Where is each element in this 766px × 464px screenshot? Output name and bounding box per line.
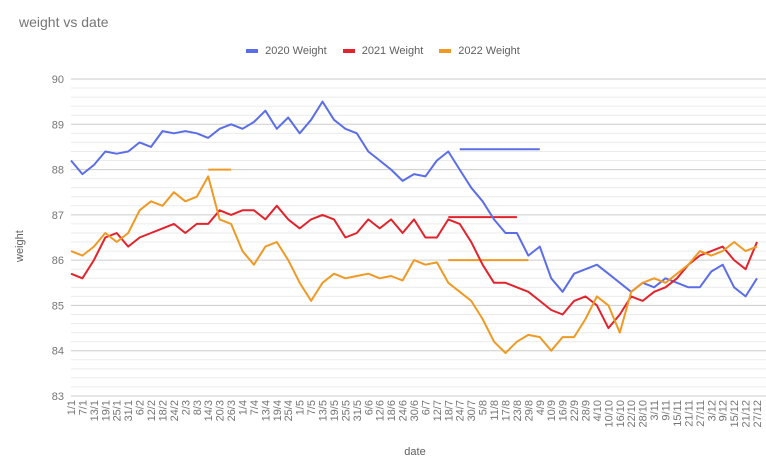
x-tick-label: 28/9 bbox=[581, 400, 593, 421]
y-tick-label: 84 bbox=[52, 346, 64, 358]
x-tick-label: 5/8 bbox=[478, 400, 490, 415]
y-tick-label: 85 bbox=[52, 300, 64, 312]
legend-label-2020: 2020 Weight bbox=[265, 45, 327, 57]
x-tick-label: 14/3 bbox=[203, 400, 215, 421]
legend-label-2022: 2022 Weight bbox=[458, 45, 520, 57]
legend-swatch-2020 bbox=[246, 49, 259, 53]
y-axis-title: weight bbox=[14, 230, 26, 262]
x-tick-label: 19/1 bbox=[100, 400, 112, 421]
x-tick-label: 19/5 bbox=[329, 400, 341, 421]
x-tick-label: 30/6 bbox=[409, 400, 421, 421]
x-tick-label: 18/2 bbox=[157, 400, 169, 421]
x-tick-label: 25/5 bbox=[340, 400, 352, 421]
x-tick-label: 23/8 bbox=[512, 400, 524, 421]
x-tick-label: 4/10 bbox=[592, 400, 604, 421]
x-tick-label: 31/5 bbox=[352, 400, 364, 421]
x-tick-label: 11/8 bbox=[489, 400, 501, 421]
x-tick-label: 24/7 bbox=[455, 400, 467, 421]
series-line-2022[interactable] bbox=[70, 175, 758, 354]
x-tick-label: 17/8 bbox=[500, 400, 512, 421]
x-tick-label: 30/7 bbox=[466, 400, 478, 421]
x-tick-label: 1/4 bbox=[238, 400, 250, 415]
legend-label-2021: 2021 Weight bbox=[361, 45, 424, 57]
x-tick-label: 10/10 bbox=[603, 400, 615, 428]
x-tick-label: 20/3 bbox=[215, 400, 227, 421]
x-tick-label: 6/7 bbox=[420, 400, 432, 415]
x-tick-label: 26/3 bbox=[226, 400, 238, 421]
legend-item-2020[interactable]: 2020 Weight bbox=[246, 45, 327, 57]
x-tick-label: 1/1 bbox=[66, 400, 78, 415]
x-tick-label: 2/3 bbox=[180, 400, 192, 415]
series-line-2021[interactable] bbox=[70, 204, 758, 330]
x-tick-label: 24/6 bbox=[398, 400, 410, 421]
x-tick-label: 27/11 bbox=[695, 400, 707, 427]
x-axis-title: date bbox=[404, 446, 426, 458]
x-tick-label: 7/4 bbox=[249, 400, 261, 415]
x-tick-label: 15/12 bbox=[729, 400, 741, 428]
x-tick-label: 7/1 bbox=[77, 400, 89, 415]
y-tick-label: 90 bbox=[52, 74, 64, 86]
x-tick-label: 31/1 bbox=[123, 400, 135, 421]
x-tick-label: 19/4 bbox=[272, 400, 284, 421]
x-tick-label: 22/9 bbox=[569, 400, 581, 421]
y-tick-label: 83 bbox=[52, 391, 64, 403]
chart-title: weight vs date bbox=[19, 14, 109, 30]
x-tick-label: 3/12 bbox=[706, 400, 718, 421]
x-tick-label: 16/9 bbox=[558, 400, 570, 421]
y-tick-label: 87 bbox=[52, 210, 64, 222]
x-tick-label: 7/5 bbox=[306, 400, 318, 415]
x-tick-label: 21/11 bbox=[683, 400, 695, 427]
x-tick-label: 13/1 bbox=[89, 400, 101, 421]
x-tick-label: 9/11 bbox=[661, 400, 673, 421]
x-tick-label: 25/1 bbox=[112, 400, 124, 421]
x-tick-label: 12/6 bbox=[375, 400, 387, 421]
legend-swatch-2021 bbox=[342, 49, 355, 53]
x-tick-label: 18/7 bbox=[443, 400, 455, 421]
legend-item-2022[interactable]: 2022 Weight bbox=[439, 45, 520, 57]
legend-swatch-2022 bbox=[439, 49, 452, 53]
x-tick-label: 3/11 bbox=[649, 400, 661, 421]
x-tick-label: 24/2 bbox=[169, 400, 181, 421]
x-tick-label: 8/3 bbox=[192, 400, 204, 415]
x-tick-label: 12/7 bbox=[432, 400, 444, 421]
x-tick-label: 13/4 bbox=[260, 400, 272, 421]
series-line-2020[interactable] bbox=[70, 100, 758, 298]
x-tick-label: 1/5 bbox=[295, 400, 307, 415]
x-tick-label: 21/12 bbox=[741, 400, 753, 428]
legend: 2020 Weight 2021 Weight 2022 Weight bbox=[0, 45, 766, 57]
x-tick-label: 29/8 bbox=[523, 400, 535, 421]
x-tick-label: 15/11 bbox=[672, 400, 684, 427]
y-tick-label: 89 bbox=[52, 119, 64, 131]
x-tick-label: 13/5 bbox=[318, 400, 330, 421]
y-tick-label: 88 bbox=[52, 165, 64, 177]
x-tick-label: 6/6 bbox=[363, 400, 375, 415]
legend-item-2021[interactable]: 2021 Weight bbox=[342, 45, 424, 57]
x-tick-label: 22/10 bbox=[626, 400, 638, 428]
x-tick-label: 25/4 bbox=[283, 400, 295, 421]
x-tick-label: 16/10 bbox=[615, 400, 627, 428]
x-tick-label: 27/12 bbox=[752, 400, 764, 428]
x-tick-label: 9/12 bbox=[718, 400, 730, 421]
x-tick-label: 28/10 bbox=[638, 400, 650, 428]
x-tick-label: 18/6 bbox=[386, 400, 398, 421]
y-tick-label: 86 bbox=[52, 255, 64, 267]
x-tick-label: 4/9 bbox=[535, 400, 547, 415]
x-tick-label: 6/2 bbox=[135, 400, 147, 415]
x-tick-label: 10/9 bbox=[546, 400, 558, 421]
x-tick-label: 12/2 bbox=[146, 400, 158, 421]
